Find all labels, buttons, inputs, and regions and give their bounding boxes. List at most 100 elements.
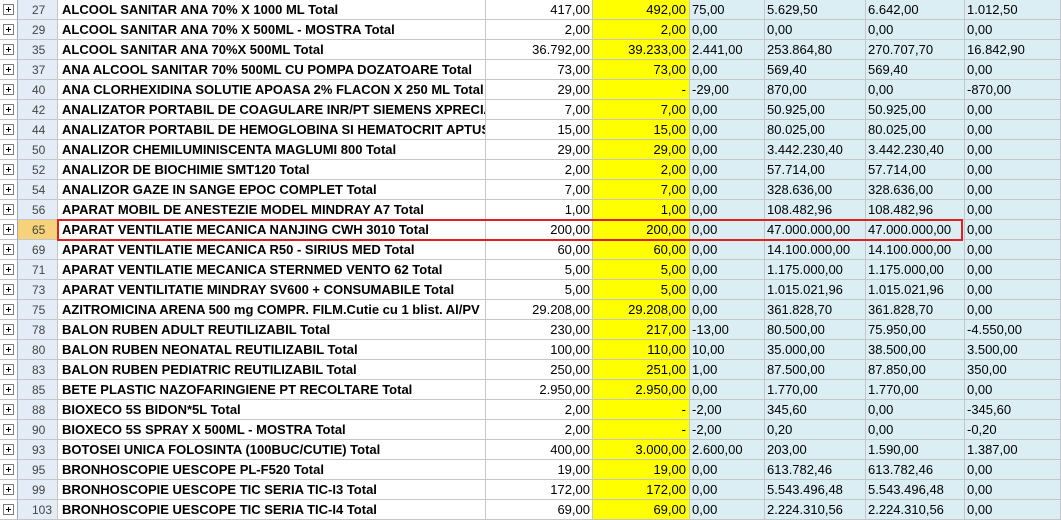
quantity-2-cell[interactable]: 7,00 [593, 100, 690, 120]
description-cell[interactable]: APARAT VENTILATIE MECANICA R50 - SIRIUS … [58, 240, 486, 260]
value-difference-cell[interactable]: 0,00 [965, 500, 1061, 520]
value-difference-cell[interactable]: 0,00 [965, 60, 1061, 80]
value-1-cell[interactable]: 1.770,00 [765, 380, 866, 400]
value-2-cell[interactable]: 38.500,00 [866, 340, 965, 360]
quantity-2-cell[interactable]: 19,00 [593, 460, 690, 480]
expand-group-button[interactable] [0, 140, 18, 160]
expand-group-button[interactable] [0, 80, 18, 100]
expand-group-button[interactable] [0, 440, 18, 460]
quantity-2-cell[interactable]: 60,00 [593, 240, 690, 260]
table-row[interactable]: 71 APARAT VENTILATIE MECANICA STERNMED VE… [0, 260, 1061, 280]
description-cell[interactable]: AZITROMICINA ARENA 500 mg COMPR. FILM.Cu… [58, 300, 486, 320]
expand-group-button[interactable] [0, 320, 18, 340]
value-1-cell[interactable]: 613.782,46 [765, 460, 866, 480]
value-2-cell[interactable]: 0,00 [866, 80, 965, 100]
description-cell[interactable]: ANA CLORHEXIDINA SOLUTIE APOASA 2% FLACO… [58, 80, 486, 100]
row-number-cell[interactable]: 40 [18, 80, 58, 100]
expand-group-button[interactable] [0, 460, 18, 480]
quantity-2-cell[interactable]: 5,00 [593, 260, 690, 280]
quantity-2-cell[interactable]: 73,00 [593, 60, 690, 80]
value-1-cell[interactable]: 2.224.310,56 [765, 500, 866, 520]
quantity-2-cell[interactable]: 1,00 [593, 200, 690, 220]
value-2-cell[interactable]: 108.482,96 [866, 200, 965, 220]
value-difference-cell[interactable]: 0,00 [965, 20, 1061, 40]
description-cell[interactable]: ANALIZOR DE BIOCHIMIE SMT120 Total [58, 160, 486, 180]
difference-cell[interactable]: 0,00 [690, 20, 765, 40]
quantity-2-cell[interactable]: 15,00 [593, 120, 690, 140]
quantity-1-cell[interactable]: 36.792,00 [486, 40, 593, 60]
quantity-2-cell[interactable]: 172,00 [593, 480, 690, 500]
expand-group-button[interactable] [0, 300, 18, 320]
row-number-cell[interactable]: 75 [18, 300, 58, 320]
description-cell[interactable]: ALCOOL SANITAR ANA 70% X 500ML - MOSTRA … [58, 20, 486, 40]
expand-group-button[interactable] [0, 240, 18, 260]
row-number-cell[interactable]: 35 [18, 40, 58, 60]
quantity-2-cell[interactable]: 5,00 [593, 280, 690, 300]
row-number-cell[interactable]: 44 [18, 120, 58, 140]
quantity-1-cell[interactable]: 250,00 [486, 360, 593, 380]
expand-group-button[interactable] [0, 420, 18, 440]
table-row[interactable]: 37 ANA ALCOOL SANITAR 70% 500ML CU POMPA … [0, 60, 1061, 80]
value-2-cell[interactable]: 47.000.000,00 [866, 220, 965, 240]
difference-cell[interactable]: 10,00 [690, 340, 765, 360]
difference-cell[interactable]: 0,00 [690, 160, 765, 180]
description-cell[interactable]: BOTOSEI UNICA FOLOSINTA (100BUC/CUTIE) T… [58, 440, 486, 460]
quantity-2-cell[interactable]: 200,00 [593, 220, 690, 240]
value-difference-cell[interactable]: 3.500,00 [965, 340, 1061, 360]
quantity-1-cell[interactable]: 69,00 [486, 500, 593, 520]
difference-cell[interactable]: 0,00 [690, 100, 765, 120]
table-row[interactable]: 83 BALON RUBEN PEDIATRIC REUTILIZABIL Tot… [0, 360, 1061, 380]
difference-cell[interactable]: 0,00 [690, 460, 765, 480]
difference-cell[interactable]: 0,00 [690, 220, 765, 240]
value-difference-cell[interactable]: 0,00 [965, 160, 1061, 180]
quantity-1-cell[interactable]: 2,00 [486, 400, 593, 420]
expand-group-button[interactable] [0, 40, 18, 60]
value-1-cell[interactable]: 57.714,00 [765, 160, 866, 180]
description-cell[interactable]: APARAT MOBIL DE ANESTEZIE MODEL MINDRAY … [58, 200, 486, 220]
difference-cell[interactable]: 0,00 [690, 500, 765, 520]
quantity-2-cell[interactable]: 39.233,00 [593, 40, 690, 60]
difference-cell[interactable]: 0,00 [690, 120, 765, 140]
value-difference-cell[interactable]: -4.550,00 [965, 320, 1061, 340]
value-2-cell[interactable]: 1.015.021,96 [866, 280, 965, 300]
value-2-cell[interactable]: 1.770,00 [866, 380, 965, 400]
quantity-1-cell[interactable]: 29.208,00 [486, 300, 593, 320]
value-difference-cell[interactable]: 0,00 [965, 120, 1061, 140]
value-2-cell[interactable]: 1.590,00 [866, 440, 965, 460]
row-number-cell[interactable]: 83 [18, 360, 58, 380]
quantity-1-cell[interactable]: 7,00 [486, 100, 593, 120]
description-cell[interactable]: ALCOOL SANITAR ANA 70%X 500ML Total [58, 40, 486, 60]
table-row[interactable]: 52 ANALIZOR DE BIOCHIMIE SMT120 Total 2,00… [0, 160, 1061, 180]
description-cell[interactable]: BALON RUBEN ADULT REUTILIZABIL Total [58, 320, 486, 340]
value-difference-cell[interactable]: -0,20 [965, 420, 1061, 440]
value-1-cell[interactable]: 80.025,00 [765, 120, 866, 140]
table-row[interactable]: 69 APARAT VENTILATIE MECANICA R50 - SIRIU… [0, 240, 1061, 260]
quantity-1-cell[interactable]: 7,00 [486, 180, 593, 200]
value-2-cell[interactable]: 80.025,00 [866, 120, 965, 140]
expand-group-button[interactable] [0, 0, 18, 20]
description-cell[interactable]: BALON RUBEN PEDIATRIC REUTILIZABIL Total [58, 360, 486, 380]
table-row[interactable]: 99 BRONHOSCOPIE UESCOPE TIC SERIA TIC-I3 … [0, 480, 1061, 500]
quantity-2-cell[interactable]: - [593, 420, 690, 440]
quantity-1-cell[interactable]: 2.950,00 [486, 380, 593, 400]
value-1-cell[interactable]: 5.629,50 [765, 0, 866, 20]
value-2-cell[interactable]: 328.636,00 [866, 180, 965, 200]
row-number-cell[interactable]: 65 [18, 220, 58, 240]
quantity-2-cell[interactable]: 3.000,00 [593, 440, 690, 460]
row-number-cell[interactable]: 69 [18, 240, 58, 260]
value-difference-cell[interactable]: 1.012,50 [965, 0, 1061, 20]
quantity-1-cell[interactable]: 172,00 [486, 480, 593, 500]
table-row[interactable]: 75 AZITROMICINA ARENA 500 mg COMPR. FILM.… [0, 300, 1061, 320]
quantity-2-cell[interactable]: 2.950,00 [593, 380, 690, 400]
value-difference-cell[interactable]: 0,00 [965, 460, 1061, 480]
value-1-cell[interactable]: 0,20 [765, 420, 866, 440]
table-row[interactable]: 35 ALCOOL SANITAR ANA 70%X 500ML Total 36.… [0, 40, 1061, 60]
table-row[interactable]: 27 ALCOOL SANITAR ANA 70% X 1000 ML Total… [0, 0, 1061, 20]
quantity-2-cell[interactable]: 29.208,00 [593, 300, 690, 320]
quantity-2-cell[interactable]: 2,00 [593, 160, 690, 180]
value-difference-cell[interactable]: 0,00 [965, 140, 1061, 160]
value-2-cell[interactable]: 569,40 [866, 60, 965, 80]
row-number-cell[interactable]: 56 [18, 200, 58, 220]
expand-group-button[interactable] [0, 120, 18, 140]
description-cell[interactable]: APARAT VENTILATIE MECANICA STERNMED VENT… [58, 260, 486, 280]
